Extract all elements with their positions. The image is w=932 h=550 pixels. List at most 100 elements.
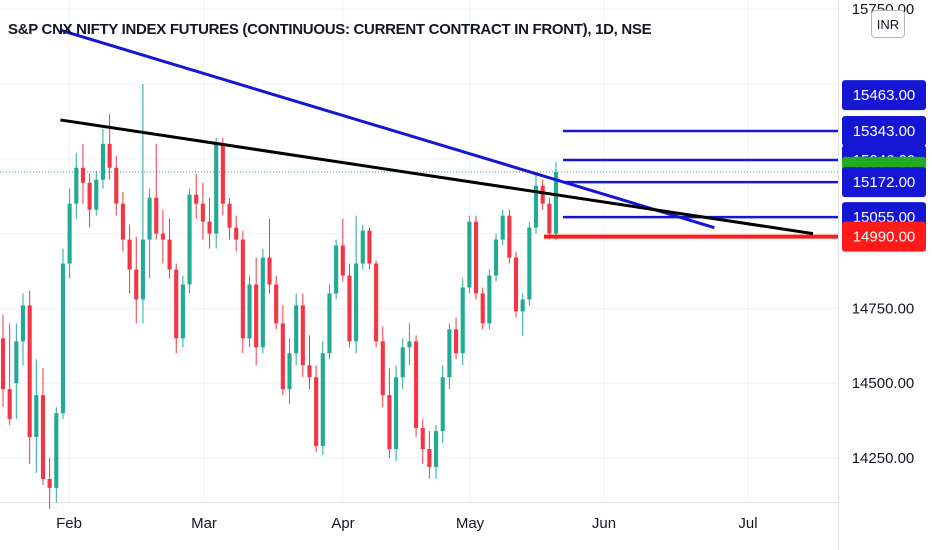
candle-body [7,389,12,420]
candle [74,152,79,219]
candle [453,317,459,360]
candle-body [40,395,46,479]
candle-body [260,257,265,348]
candle [174,263,179,354]
y-tick-label: 14500.00 [852,375,915,392]
candle [267,218,272,294]
candle-body [274,284,279,324]
candle [360,224,365,270]
price-label: 14990.00 [842,221,926,252]
candle [480,287,485,330]
axes [0,0,839,550]
candle [200,182,205,240]
y-tick-label: 14750.00 [852,300,915,317]
candle-body [220,143,225,204]
x-tick-label: Mar [191,515,217,532]
candle-body [174,269,179,339]
candle-body [394,377,399,450]
candle-body [87,182,92,210]
candle [307,335,312,390]
candle [220,137,225,216]
candle [440,365,445,444]
candle-body [327,293,332,354]
candle-body [34,395,39,438]
candle-body [520,299,525,312]
candle-body [314,377,319,447]
candle [67,188,72,279]
candle [260,248,265,354]
candle [94,170,99,216]
price-label-text: 15172.00 [853,174,916,191]
candle-body [400,347,405,378]
candle [274,275,279,330]
candle-body [320,353,325,447]
candle [154,143,159,240]
candle-body [100,143,106,180]
candle [54,407,59,503]
trendlines [59,28,814,236]
candle-body [227,203,232,228]
candle [287,338,292,405]
candle-body [533,185,539,228]
price-label-box [842,80,926,111]
candle-body [160,233,165,240]
candle-body [214,143,219,234]
candle [500,209,505,246]
candle [234,215,239,252]
candle-body [547,203,552,234]
candle [227,197,232,240]
candle-body [434,431,439,467]
grid [0,0,838,502]
candle-body [107,143,112,168]
candle [354,215,359,354]
candle-body [167,239,172,270]
candle [473,215,479,300]
candle-body [427,449,432,467]
currency-button[interactable]: INR [871,10,905,38]
candle-body [407,341,412,348]
candle-body [127,239,132,270]
candle-body [480,293,485,324]
candle [394,365,399,461]
candle-body [0,338,6,390]
candle-body [307,365,312,378]
candle [14,323,19,420]
candle [334,239,339,300]
candle-body [440,377,445,432]
candle [380,326,385,408]
blue-trendline [59,28,715,230]
candle [107,113,112,180]
candle [520,293,525,336]
candlesticks [0,84,559,509]
x-axis-ticks: Feb Mar Apr May Jun Jul [56,515,758,532]
candle [120,191,125,252]
candle-body [134,269,139,300]
candle [0,314,6,408]
candle [434,425,439,479]
candle [187,188,192,294]
price-label-box [842,167,926,198]
candle [314,365,319,453]
candle-body [147,197,152,240]
price-label: 15343.00 [842,116,926,146]
candle-body [360,230,365,264]
candle [47,458,52,509]
candle-body [374,263,379,342]
candle [240,230,245,354]
x-tick-label: Jul [738,515,757,532]
price-label-text: 15343.00 [853,123,916,140]
candle [280,305,285,396]
candle [533,173,539,234]
candle [40,368,46,485]
candle-body [20,305,26,342]
candle-body [340,245,345,276]
candle [27,290,32,464]
candle [460,278,465,366]
price-label-text: 14990.00 [853,229,916,246]
candle-body [254,284,259,348]
candle [300,293,305,378]
candle-body [14,341,19,384]
x-tick-label: Jun [592,515,616,532]
candle-body [287,353,292,390]
